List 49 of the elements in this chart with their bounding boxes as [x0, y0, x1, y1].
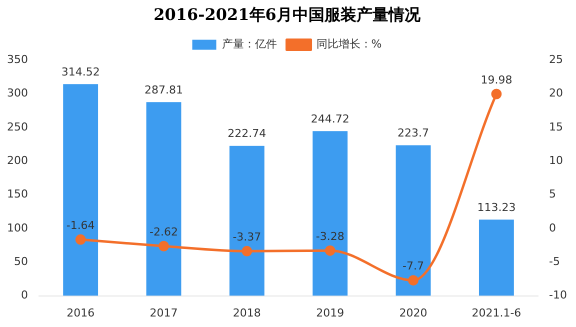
y2-tick-label: 15 [549, 120, 564, 134]
x-tick-label: 2020 [399, 306, 428, 320]
y2-tick-label: 5 [549, 188, 556, 201]
bar [478, 220, 514, 296]
bar [312, 131, 348, 296]
bar [396, 145, 431, 296]
data-label: -2.62 [150, 225, 178, 238]
y-tick-label: 200 [6, 154, 28, 168]
bar [229, 146, 264, 296]
data-label: 314.52 [61, 65, 100, 78]
y2-tick-label: -5 [549, 255, 560, 268]
point [158, 240, 170, 252]
y-tick-label: 150 [6, 188, 28, 201]
y2-tick-label: 0 [549, 221, 556, 234]
point [242, 246, 252, 256]
bar [63, 84, 98, 296]
y-tick-label: 300 [6, 86, 28, 100]
y2-tick-label: 25 [549, 53, 564, 66]
x-tick-label: 2019 [316, 306, 344, 320]
chart-title: 2016-2021年6月中国服装产量情况 [154, 4, 422, 24]
x-tick-label: 2017 [150, 306, 178, 320]
x-tick-label: 2016 [66, 306, 95, 320]
data-label: 222.74 [228, 127, 266, 140]
data-label: -3.37 [232, 230, 262, 244]
y2-tick-label: 20 [549, 86, 564, 100]
y-tick-label: 50 [14, 255, 28, 268]
y-tick-label: 250 [6, 120, 28, 134]
data-label: -1.64 [66, 218, 95, 232]
data-label: -7.7 [402, 260, 424, 273]
point [75, 234, 86, 245]
data-label: -3.28 [316, 230, 344, 243]
y2-tick-label: 10 [549, 154, 564, 168]
data-label: 113.23 [477, 200, 516, 214]
bar [146, 102, 182, 296]
y2-tick-label: -10 [549, 288, 567, 302]
y-tick-label: 350 [6, 53, 28, 66]
data-label: 287.81 [144, 83, 184, 96]
legend-label: 产量：亿件 [222, 38, 277, 51]
legend-label: 同比增长：% [316, 38, 382, 51]
x-tick-label: 2021.1-6 [472, 306, 522, 320]
data-label: 19.98 [480, 73, 512, 86]
data-label: 244.72 [310, 112, 350, 126]
point [408, 275, 419, 286]
point [324, 245, 336, 256]
x-tick-label: 2018 [232, 306, 261, 320]
y-tick-label: 0 [20, 288, 28, 302]
y-tick-label: 100 [6, 221, 28, 234]
data-label: 223.7 [398, 126, 430, 140]
point [491, 88, 502, 100]
